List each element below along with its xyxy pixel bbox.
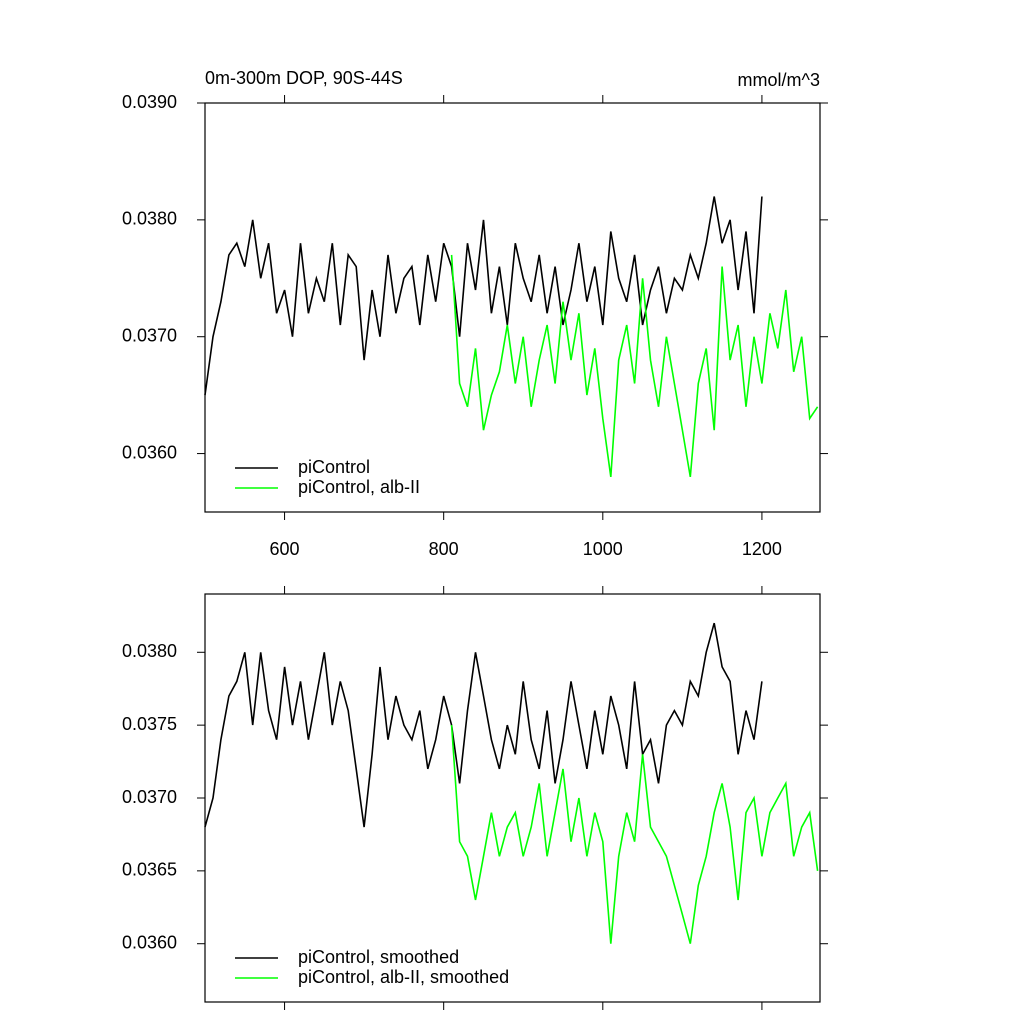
series-line [204, 196, 763, 396]
plot-frame [204, 593, 821, 1003]
legend-label: piControl, alb-II [298, 477, 420, 497]
y-tick-label: 0.0370 [122, 325, 177, 345]
y-tick-label: 0.0390 [122, 92, 177, 112]
units-label: mmol/m^3 [738, 70, 820, 90]
y-tick-label: 0.0380 [122, 641, 177, 661]
y-tick-label: 0.0375 [122, 714, 177, 734]
legend-label: piControl, alb-II, smoothed [298, 967, 509, 987]
y-tick-label: 0.0360 [122, 932, 177, 952]
chart-title: 0m-300m DOP, 90S-44S [205, 68, 403, 88]
x-tick-label: 1200 [742, 539, 782, 559]
legend-label: piControl, smoothed [298, 947, 459, 967]
x-tick-label: 1000 [583, 539, 623, 559]
y-tick-label: 0.0365 [122, 860, 177, 880]
series-line [204, 622, 763, 828]
legend-label: piControl [298, 457, 370, 477]
y-tick-label: 0.0380 [122, 209, 177, 229]
series-line [450, 254, 819, 478]
series-line [450, 725, 819, 944]
plot-frame [204, 102, 821, 513]
y-tick-label: 0.0360 [122, 442, 177, 462]
x-tick-label: 800 [429, 539, 459, 559]
y-tick-label: 0.0370 [122, 787, 177, 807]
x-tick-label: 600 [270, 539, 300, 559]
